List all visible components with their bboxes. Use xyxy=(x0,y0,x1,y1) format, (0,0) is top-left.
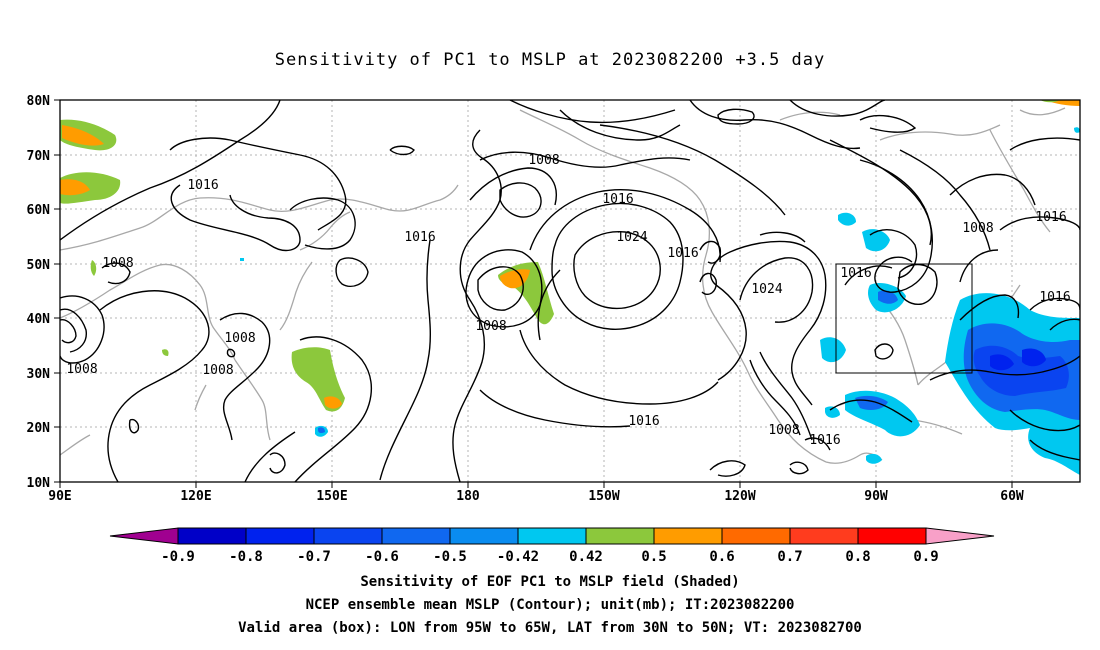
contour-label: 1008 xyxy=(962,221,993,236)
colorbar-label: -0.6 xyxy=(365,549,399,565)
lon-tick-label: 60W xyxy=(1000,489,1024,504)
longitude-labels: 90E 120E 150E 180 150W 120W 90W 60W xyxy=(48,489,1024,504)
colorbar-cell xyxy=(245,527,315,545)
contour-label: 1016 xyxy=(809,433,840,448)
colorbar-cell xyxy=(857,527,927,545)
lat-tick-label: 10N xyxy=(27,476,51,491)
contour-label: 1016 xyxy=(404,230,435,245)
contour-label: 1008 xyxy=(102,256,133,271)
colorbar-cell xyxy=(721,527,791,545)
contour-labels: 1016 1008 1008 1008 1008 1008 1016 1008 … xyxy=(66,153,1070,448)
colorbar-labels: -0.9 -0.8 -0.7 -0.6 -0.5 -0.42 0.42 0.5 … xyxy=(161,549,939,565)
colorbar-cell xyxy=(789,527,859,545)
contour-label: 1016 xyxy=(628,414,659,429)
mslp-contours xyxy=(60,100,1080,482)
colorbar-label: -0.7 xyxy=(297,549,331,565)
contour-label: 1016 xyxy=(667,246,698,261)
colorbar-cell xyxy=(313,527,383,545)
contour-label: 1008 xyxy=(66,362,97,377)
lat-tick-label: 20N xyxy=(27,421,51,436)
colorbar-cell xyxy=(449,527,519,545)
contour-label: 1016 xyxy=(187,178,218,193)
contour-label: 1016 xyxy=(840,266,871,281)
colorbar xyxy=(109,527,995,545)
contour-label: 1008 xyxy=(224,331,255,346)
lon-tick-label: 120W xyxy=(724,489,755,504)
contour-label: 1016 xyxy=(1035,210,1066,225)
lat-tick-label: 30N xyxy=(27,367,51,382)
lon-tick-label: 150E xyxy=(316,489,347,504)
latitude-labels: 80N 70N 60N 50N 40N 30N 20N 10N xyxy=(27,94,51,491)
colorbar-cell xyxy=(653,527,723,545)
contour-label: 1016 xyxy=(602,192,633,207)
plot-title: Sensitivity of PC1 to MSLP at 2023082200… xyxy=(274,50,826,70)
colorbar-cell xyxy=(177,527,247,545)
valid-area-box xyxy=(835,263,973,374)
colorbar-label: 0.8 xyxy=(845,549,870,565)
lat-tick-label: 80N xyxy=(27,94,51,109)
colorbar-label: 0.6 xyxy=(709,549,734,565)
contour-label: 1008 xyxy=(528,153,559,168)
lat-tick-label: 50N xyxy=(27,258,51,273)
colorbar-cell xyxy=(517,527,587,545)
colorbar-max-triangle xyxy=(925,527,995,545)
lon-tick-label: 90E xyxy=(48,489,71,504)
lat-tick-label: 40N xyxy=(27,312,51,327)
colorbar-label: -0.8 xyxy=(229,549,263,565)
colorbar-label: -0.5 xyxy=(433,549,467,565)
lat-tick-label: 70N xyxy=(27,149,51,164)
contour-label: 1008 xyxy=(202,363,233,378)
caption-valid-area: Valid area (box): LON from 95W to 65W, L… xyxy=(238,620,862,636)
lon-tick-label: 180 xyxy=(456,489,480,504)
caption-contour: NCEP ensemble mean MSLP (Contour); unit(… xyxy=(305,597,795,613)
lat-tick-label: 60N xyxy=(27,203,51,218)
map-border xyxy=(59,99,1081,483)
contour-label: 1016 xyxy=(1039,290,1070,305)
caption-shading: Sensitivity of EOF PC1 to MSLP field (Sh… xyxy=(360,574,740,590)
colorbar-label: 0.42 xyxy=(569,549,603,565)
colorbar-cell xyxy=(381,527,451,545)
contour-label: 1008 xyxy=(475,319,506,334)
contour-label: 1024 xyxy=(616,230,647,245)
lon-tick-label: 150W xyxy=(588,489,619,504)
contour-label: 1008 xyxy=(768,423,799,438)
sensitivity-positive-shading xyxy=(60,100,1080,412)
lon-tick-label: 90W xyxy=(864,489,888,504)
colorbar-min-triangle xyxy=(109,527,179,545)
colorbar-label: -0.9 xyxy=(161,549,195,565)
tick-marks xyxy=(54,99,1013,488)
colorbar-label: -0.42 xyxy=(497,549,539,565)
lon-tick-label: 120E xyxy=(180,489,211,504)
contour-label: 1024 xyxy=(751,282,782,297)
colorbar-label: 0.7 xyxy=(777,549,802,565)
colorbar-label: 0.9 xyxy=(913,549,938,565)
colorbar-cell xyxy=(585,527,655,545)
colorbar-label: 0.5 xyxy=(641,549,666,565)
